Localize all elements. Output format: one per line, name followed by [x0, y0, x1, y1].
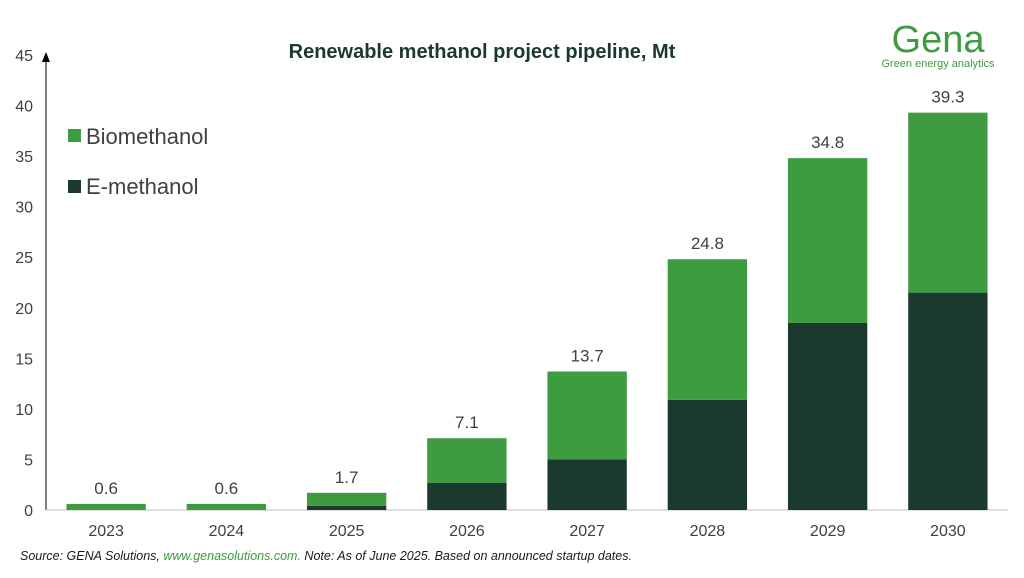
- bar-biomethanol-2030: [908, 112, 988, 293]
- bar-biomethanol-2029: [787, 158, 868, 323]
- total-label-2024: 0.6: [215, 479, 239, 498]
- y-tick-label: 45: [15, 48, 33, 65]
- bar-biomethanol-2026: [427, 438, 507, 483]
- y-tick-label: 15: [15, 351, 33, 368]
- logo-wordmark: Gena: [892, 19, 986, 61]
- y-axis-ticks: 0 5 10 15 20 25 30 35 40 45: [15, 48, 33, 520]
- chart-title: Renewable methanol project pipeline, Mt: [289, 41, 676, 63]
- legend-swatch-biomethanol: [68, 129, 81, 142]
- y-axis-arrow: [42, 52, 50, 62]
- total-label-2023: 0.6: [94, 479, 118, 498]
- x-tick-label-2029: 2029: [810, 523, 846, 540]
- y-tick-label: 35: [15, 149, 33, 166]
- source-note: Source: GENA Solutions, www.genasolution…: [20, 549, 632, 563]
- y-tick-label: 5: [24, 452, 33, 469]
- bar-e-methanol-2030: [908, 292, 988, 510]
- x-axis-ticks: 2023 2024 2025 2026 2027 2028 2029 2030: [88, 523, 965, 540]
- total-label-2030: 39.3: [931, 88, 964, 107]
- bar-biomethanol-2028: [667, 259, 748, 400]
- bar-e-methanol-2028: [667, 399, 748, 510]
- legend-label-e-methanol: E-methanol: [86, 174, 199, 199]
- bar-e-methanol-2029: [787, 322, 868, 510]
- total-label-2028: 24.8: [691, 234, 724, 253]
- y-tick-label: 40: [15, 99, 33, 116]
- x-tick-label-2023: 2023: [88, 523, 124, 540]
- y-tick-label: 25: [15, 250, 33, 267]
- bars: [66, 112, 988, 510]
- bar-biomethanol-2024: [186, 503, 267, 510]
- total-label-2026: 7.1: [455, 413, 479, 432]
- total-label-2025: 1.7: [335, 468, 359, 487]
- total-labels: 0.6 0.6 1.7 7.1 13.7 24.8 34.8 39.3: [94, 88, 964, 498]
- x-tick-label-2030: 2030: [930, 523, 966, 540]
- x-tick-label-2028: 2028: [690, 523, 726, 540]
- bar-e-methanol-2025: [306, 505, 387, 510]
- total-label-2029: 34.8: [811, 133, 844, 152]
- legend: Biomethanol E-methanol: [68, 124, 208, 199]
- gena-logo: Gena Green energy analytics: [881, 19, 995, 70]
- y-tick-label: 30: [15, 200, 33, 217]
- bar-biomethanol-2023: [66, 503, 146, 510]
- x-tick-label-2027: 2027: [569, 523, 605, 540]
- x-tick-label-2026: 2026: [449, 523, 485, 540]
- logo-tagline: Green energy analytics: [881, 58, 995, 70]
- bar-biomethanol-2025: [306, 492, 387, 506]
- bar-e-methanol-2027: [547, 459, 627, 510]
- bar-e-methanol-2026: [427, 482, 507, 510]
- source-prefix: Source: GENA Solutions,: [20, 549, 164, 563]
- y-tick-label: 20: [15, 301, 33, 318]
- source-link[interactable]: www.genasolutions.com.: [163, 549, 301, 563]
- legend-label-biomethanol: Biomethanol: [86, 124, 208, 149]
- x-tick-label-2025: 2025: [329, 523, 365, 540]
- y-tick-label: 0: [24, 503, 33, 520]
- bar-biomethanol-2027: [547, 371, 627, 460]
- y-tick-label: 10: [15, 402, 33, 419]
- legend-swatch-e-methanol: [68, 180, 81, 193]
- total-label-2027: 13.7: [571, 346, 604, 365]
- source-suffix: Note: As of June 2025. Based on announce…: [300, 549, 632, 563]
- x-tick-label-2024: 2024: [209, 523, 245, 540]
